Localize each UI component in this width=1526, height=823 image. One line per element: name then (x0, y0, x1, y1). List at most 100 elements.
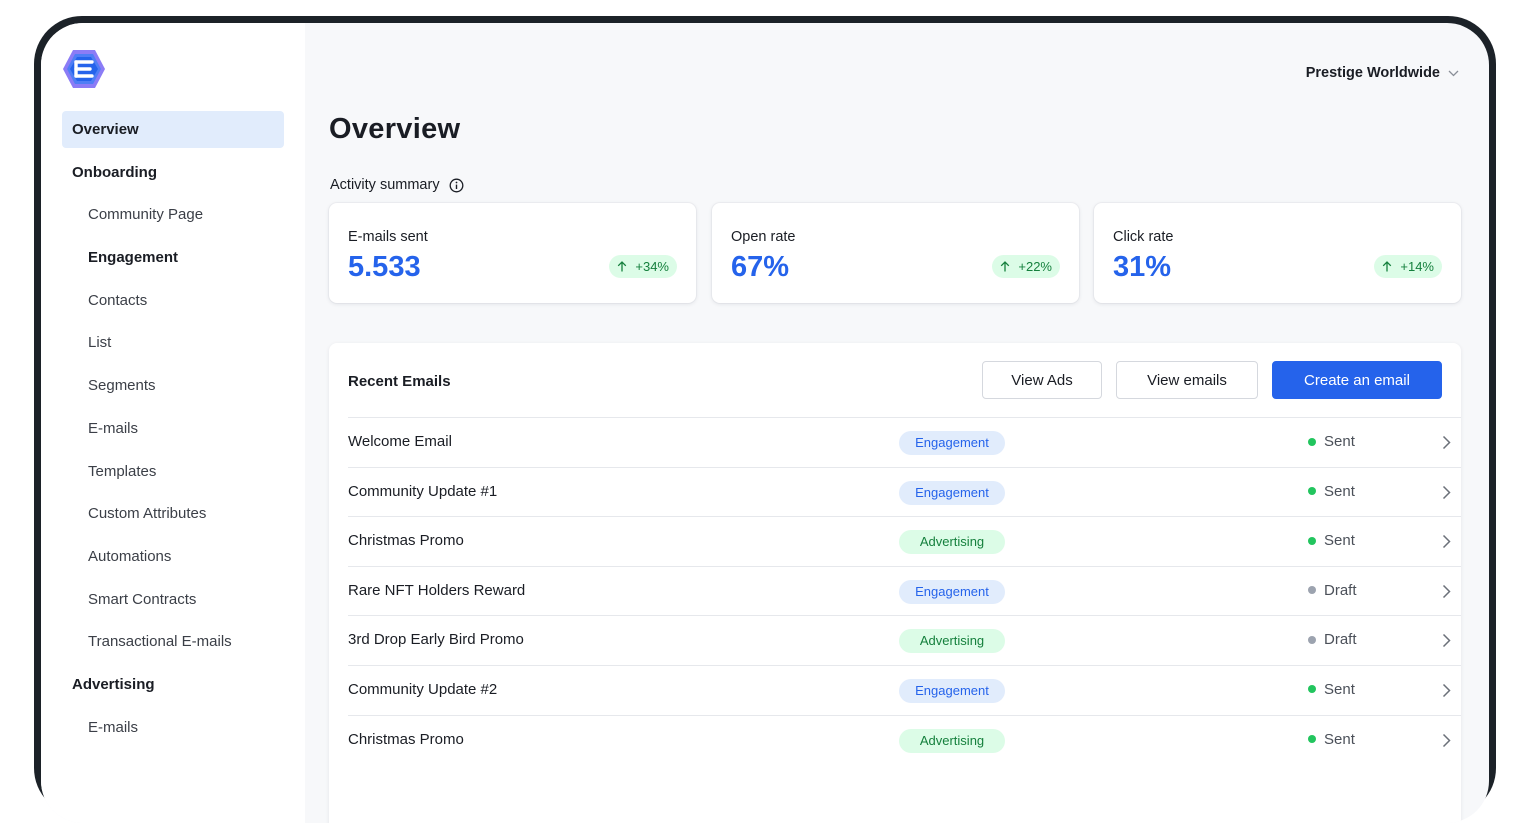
chevron-right-icon[interactable] (1442, 534, 1451, 549)
page-title: Overview (329, 113, 461, 145)
category-tag: Advertising (899, 530, 1005, 555)
arrow-up-icon (1001, 261, 1010, 272)
stat-card: E-mails sent 5.533 +34% (329, 203, 696, 303)
status-label: Sent (1324, 680, 1355, 698)
main-content: Prestige Worldwide Overview Activity sum… (305, 23, 1489, 823)
email-name: 3rd Drop Early Bird Promo (348, 631, 524, 649)
category-tag: Engagement (899, 480, 1005, 505)
sidebar-item-templates[interactable]: Templates (88, 462, 157, 480)
category-tag: Engagement (899, 431, 1005, 455)
status-indicator: Sent (1308, 483, 1355, 500)
stat-delta-badge: +34% (609, 255, 677, 278)
activity-summary-label: Activity summary (330, 177, 440, 193)
table-row[interactable]: Christmas Promo Advertising Sent (348, 516, 1461, 566)
status-label: Sent (1324, 433, 1355, 450)
category-tag: Engagement (899, 579, 1005, 604)
sidebar-item-transactional-e-mails[interactable]: Transactional E-mails (88, 633, 232, 651)
sidebar-item-overview[interactable]: Overview (62, 111, 284, 148)
sidebar-item-engagement[interactable]: Engagement (88, 249, 179, 267)
sidebar-item-e-mails[interactable]: E-mails (88, 419, 139, 437)
arrow-up-icon (1383, 261, 1392, 272)
chevron-right-icon[interactable] (1442, 633, 1451, 648)
chevron-right-icon[interactable] (1442, 435, 1451, 450)
stat-card: Open rate 67% +22% (712, 203, 1079, 303)
activity-summary-heading: Activity summary (330, 177, 464, 193)
chevron-right-icon[interactable] (1442, 733, 1451, 748)
chevron-down-icon (1448, 70, 1459, 76)
app-screen: Overview Onboarding Community Page Engageme… (41, 23, 1489, 823)
table-row[interactable]: 3rd Drop Early Bird Promo Advertising Draf… (348, 615, 1461, 665)
status-dot-icon (1308, 487, 1316, 496)
category-tag: Advertising (899, 629, 1005, 654)
table-row[interactable]: Christmas Promo Advertising Sent (348, 714, 1461, 765)
status-label: Draft (1324, 631, 1357, 649)
stat-card: Click rate 31% +14% (1094, 203, 1461, 303)
table-row[interactable]: Community Update #1 Engagement Sent (348, 466, 1461, 517)
sidebar-item-onboarding[interactable]: Onboarding (72, 163, 157, 181)
status-label: Draft (1324, 581, 1357, 599)
device-frame: Overview Onboarding Community Page Engageme… (34, 16, 1496, 823)
email-name: Christmas Promo (348, 730, 464, 748)
email-name: Community Update #2 (348, 680, 498, 698)
recent-emails-title: Recent Emails (348, 373, 451, 390)
status-label: Sent (1324, 482, 1355, 500)
sidebar-item-smart-contracts[interactable]: Smart Contracts (88, 590, 197, 608)
sidebar: Overview Onboarding Community Page Engageme… (41, 23, 305, 823)
sidebar-item-segments[interactable]: Segments (88, 377, 156, 395)
sidebar-item-contacts[interactable]: Contacts (88, 291, 148, 309)
create-email-button[interactable]: Create an email (1272, 361, 1442, 399)
view-emails-button[interactable]: View emails (1116, 361, 1258, 399)
status-dot-icon (1308, 536, 1316, 545)
stat-value: 67% (731, 251, 790, 283)
org-name: Prestige Worldwide (1305, 65, 1440, 81)
sidebar-item-advertising[interactable]: Advertising (72, 675, 155, 693)
status-indicator: Draft (1308, 631, 1357, 648)
org-switcher[interactable]: Prestige Worldwide (1306, 65, 1459, 81)
email-name: Christmas Promo (348, 532, 464, 550)
category-tag: Engagement (899, 678, 1005, 703)
status-label: Sent (1324, 730, 1355, 748)
stat-value: 5.533 (348, 251, 421, 283)
sidebar-nav: Overview Onboarding Community Page Engageme… (62, 111, 284, 751)
sidebar-item-community-page[interactable]: Community Page (88, 206, 204, 224)
stat-label: Click rate (1113, 229, 1174, 245)
status-indicator: Sent (1308, 681, 1355, 698)
email-name: Welcome Email (348, 433, 452, 450)
status-indicator: Sent (1308, 731, 1355, 748)
stat-value: 31% (1113, 251, 1172, 283)
sidebar-item-custom-attributes[interactable]: Custom Attributes (88, 505, 207, 523)
arrow-up-icon (618, 261, 627, 272)
status-dot-icon (1308, 635, 1316, 644)
stat-delta-value: +22% (1018, 259, 1052, 274)
status-dot-icon (1308, 586, 1316, 595)
table-row[interactable]: Rare NFT Holders Reward Engagement Draft (348, 565, 1461, 616)
table-row[interactable]: Community Update #2 Engagement Sent (348, 664, 1461, 715)
chevron-right-icon[interactable] (1442, 584, 1451, 599)
status-indicator: Draft (1308, 582, 1357, 599)
status-label: Sent (1324, 532, 1355, 550)
sidebar-item-e-mails[interactable]: E-mails (88, 718, 139, 736)
info-icon[interactable] (449, 178, 464, 193)
stat-delta-value: +34% (635, 259, 669, 274)
stat-label: Open rate (731, 229, 796, 245)
category-tag: Advertising (899, 728, 1005, 753)
chevron-right-icon[interactable] (1442, 485, 1451, 500)
stat-label: E-mails sent (348, 229, 428, 245)
status-indicator: Sent (1308, 433, 1355, 450)
status-dot-icon (1308, 735, 1316, 744)
sidebar-item-list[interactable]: List (88, 334, 112, 352)
stat-delta-value: +14% (1400, 259, 1434, 274)
email-name: Community Update #1 (348, 482, 498, 500)
hexagon-e-logo[interactable] (62, 49, 106, 89)
stat-delta-badge: +14% (1374, 255, 1442, 278)
view-ads-button[interactable]: View Ads (982, 361, 1102, 399)
sidebar-item-automations[interactable]: Automations (88, 547, 172, 565)
status-dot-icon (1308, 437, 1316, 446)
status-dot-icon (1308, 685, 1316, 694)
status-indicator: Sent (1308, 532, 1355, 549)
email-name: Rare NFT Holders Reward (348, 581, 526, 599)
chevron-right-icon[interactable] (1442, 683, 1451, 698)
recent-emails-list: Welcome Email Engagement Sent Community Upd… (348, 417, 1461, 764)
recent-emails-panel: Recent Emails View Ads View emails Creat… (329, 343, 1461, 823)
table-row[interactable]: Welcome Email Engagement Sent (348, 417, 1461, 467)
